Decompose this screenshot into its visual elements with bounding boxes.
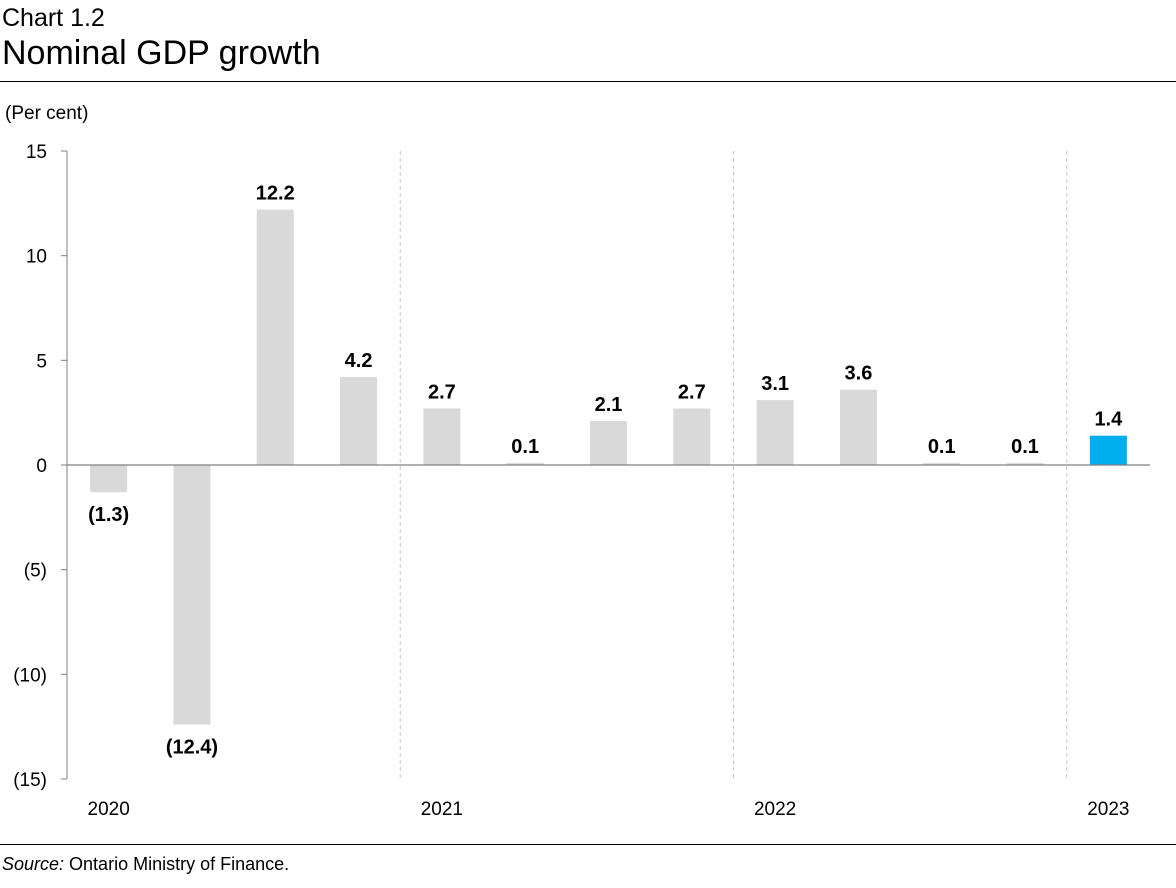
bar	[423, 408, 461, 465]
data-label: 1.4	[1094, 409, 1123, 431]
y-tick-label: 5	[36, 351, 47, 372]
x-year-label: 2020	[88, 799, 130, 820]
data-label: 3.6	[845, 363, 873, 385]
bar	[173, 465, 211, 725]
bar	[839, 389, 877, 465]
bar	[756, 400, 794, 465]
data-label: 12.2	[256, 183, 295, 205]
chart-title: Nominal GDP growth	[2, 34, 321, 72]
bar	[1089, 435, 1127, 465]
bar	[673, 408, 711, 465]
y-axis-label: (Per cent)	[5, 103, 88, 124]
y-tick-label: (5)	[24, 561, 47, 582]
data-label: 2.1	[595, 394, 623, 416]
title-divider	[0, 81, 1176, 82]
data-label: (12.4)	[166, 737, 218, 759]
data-label: 3.1	[761, 373, 789, 395]
bar	[340, 377, 378, 465]
data-label: 2.7	[678, 381, 706, 403]
source-label: Source:	[2, 854, 65, 874]
bar-chart: (Per cent) 15 10 5 0 (5) (10) (15) (1.3) (12.4) 12…	[5, 103, 1150, 820]
bar	[590, 421, 627, 465]
data-label: 0.1	[1011, 436, 1039, 458]
y-tick-label: 10	[26, 247, 47, 268]
data-label: (1.3)	[88, 504, 129, 526]
data-label: 0.1	[511, 436, 539, 458]
source-text: Ontario Ministry of Finance.	[64, 854, 290, 874]
x-year-label: 2023	[1087, 799, 1129, 820]
y-tick-label: (15)	[13, 770, 47, 791]
y-tick-label: 0	[36, 456, 47, 477]
bar	[90, 465, 128, 493]
y-tick-label: (10)	[13, 665, 47, 686]
footer-divider	[0, 844, 1176, 845]
x-year-label: 2021	[421, 799, 463, 820]
data-label: 4.2	[345, 350, 373, 372]
y-tick-label: 15	[26, 142, 47, 163]
bar	[506, 462, 544, 465]
bar	[1006, 462, 1044, 465]
bar	[256, 209, 294, 465]
x-year-label: 2022	[754, 799, 796, 820]
chart-number: Chart 1.2	[2, 4, 105, 32]
source-note: Source: Ontario Ministry of Finance.	[2, 853, 289, 875]
data-label: 0.1	[928, 436, 956, 458]
bar	[923, 462, 961, 465]
data-label: 2.7	[428, 381, 456, 403]
